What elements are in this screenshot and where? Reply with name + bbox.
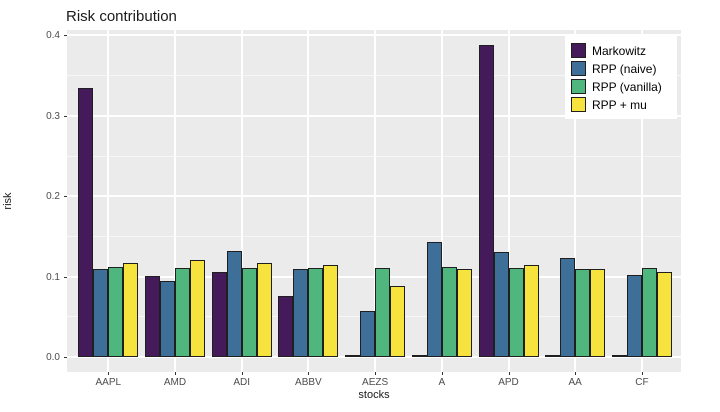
bar-APD-rpp-naive- xyxy=(493,251,509,357)
bar-ADI-rpp-mu xyxy=(256,262,272,357)
x-tick-label-adi: ADI xyxy=(233,377,251,388)
x-tick-label-aa: AA xyxy=(568,377,582,388)
legend: Markowitz RPP (naive) RPP (vanilla) RPP + m… xyxy=(565,36,677,119)
legend-label: RPP + mu xyxy=(592,97,647,112)
gridline-category xyxy=(507,30,510,372)
x-axis-title: stocks xyxy=(358,389,390,401)
bar-AMD-markowitz xyxy=(145,275,160,357)
y-tick-mark xyxy=(64,276,67,278)
bar-ADI-rpp-vanilla- xyxy=(241,267,257,357)
bar-ABBV-rpp-naive- xyxy=(293,269,309,357)
y-tick-label: 0.1 xyxy=(46,271,60,283)
legend-key-rpp-naive- xyxy=(571,61,586,76)
gridline-category xyxy=(374,30,377,372)
bar-A-rpp-vanilla- xyxy=(441,266,457,357)
bar-AA-rpp-vanilla- xyxy=(575,268,591,357)
bar-AEZS-markowitz xyxy=(345,355,361,357)
gridline-category xyxy=(174,30,176,372)
legend-key-rpp-vanilla- xyxy=(571,79,586,94)
y-axis-title: risk xyxy=(2,192,14,210)
bar-A-rpp-mu xyxy=(456,268,472,357)
gridline-minor xyxy=(67,155,681,157)
legend-item: Markowitz xyxy=(571,42,671,59)
y-tick-label: 0.4 xyxy=(46,30,60,42)
bar-AAPL-rpp-mu xyxy=(123,262,139,357)
legend-item: RPP (naive) xyxy=(571,60,671,77)
gridline-category xyxy=(574,30,577,372)
bar-AMD-rpp-vanilla- xyxy=(175,267,190,357)
legend-label: RPP (vanilla) xyxy=(592,79,662,94)
legend-key-markowitz xyxy=(571,43,586,58)
x-tick-label-cf: CF xyxy=(635,377,649,388)
bar-AA-rpp-mu xyxy=(590,268,606,357)
x-tick-mark xyxy=(575,372,577,375)
bar-CF-rpp-vanilla- xyxy=(641,267,657,357)
bar-AEZS-rpp-vanilla- xyxy=(375,267,391,357)
bar-ADI-rpp-naive- xyxy=(226,250,242,357)
y-tick-label: 0.0 xyxy=(46,352,60,363)
x-tick-mark xyxy=(441,372,443,375)
bar-CF-rpp-naive- xyxy=(626,274,642,357)
gridline-major xyxy=(67,114,681,117)
x-tick-mark xyxy=(241,372,243,375)
bar-AAPL-rpp-naive- xyxy=(93,269,109,357)
gridline-category xyxy=(307,30,310,372)
gridline-major xyxy=(67,275,681,278)
y-tick-mark xyxy=(64,115,67,117)
bar-AMD-rpp-mu xyxy=(190,259,205,357)
legend-item: RPP (vanilla) xyxy=(571,78,671,95)
bar-A-markowitz xyxy=(411,355,427,357)
x-tick-label-aezs: AEZS xyxy=(362,377,389,388)
bar-APD-rpp-mu xyxy=(523,264,539,357)
y-tick-label: 0.2 xyxy=(46,191,60,203)
bar-A-rpp-naive- xyxy=(426,242,442,357)
legend-label: Markowitz xyxy=(592,43,647,58)
bar-AEZS-rpp-naive- xyxy=(360,311,376,357)
chart-title: Risk contribution xyxy=(66,8,177,25)
x-tick-mark xyxy=(175,372,176,375)
gridline-category xyxy=(640,30,643,372)
x-tick-mark xyxy=(508,372,510,375)
gridline-major xyxy=(67,34,681,37)
bar-APD-markowitz xyxy=(478,45,494,357)
x-tick-mark xyxy=(108,372,110,375)
bar-ABBV-rpp-vanilla- xyxy=(308,267,324,357)
gridline-minor xyxy=(67,75,681,77)
y-tick-mark xyxy=(64,357,67,358)
legend-item: RPP + mu xyxy=(571,96,671,113)
bar-ABBV-markowitz xyxy=(278,295,294,357)
legend-label: RPP (naive) xyxy=(592,61,657,76)
bar-AMD-rpp-naive- xyxy=(160,280,175,357)
gridline-minor xyxy=(67,235,681,237)
x-tick-label-a: A xyxy=(438,377,446,388)
x-tick-mark xyxy=(375,372,377,375)
x-tick-label-amd: AMD xyxy=(163,377,187,388)
gridline-category xyxy=(107,30,110,372)
bar-AAPL-rpp-vanilla- xyxy=(108,266,124,357)
x-tick-mark xyxy=(641,372,643,375)
gridline-major xyxy=(67,195,681,198)
gridline-category xyxy=(440,30,443,372)
y-tick-label: 0.3 xyxy=(46,110,60,122)
x-tick-label-aapl: AAPL xyxy=(95,377,122,388)
y-tick-mark xyxy=(64,35,67,37)
bar-APD-rpp-vanilla- xyxy=(508,267,524,357)
y-tick-mark xyxy=(64,196,67,198)
bar-CF-rpp-mu xyxy=(656,271,672,357)
bar-AA-rpp-naive- xyxy=(560,258,576,357)
x-tick-label-abbv: ABBV xyxy=(295,377,322,388)
bar-ABBV-rpp-mu xyxy=(323,264,339,357)
bar-AAPL-markowitz xyxy=(78,88,94,357)
x-tick-mark xyxy=(308,372,310,375)
bar-AA-markowitz xyxy=(545,355,561,357)
legend-key-rpp-mu xyxy=(571,97,586,112)
bar-ADI-markowitz xyxy=(211,271,227,357)
bar-AEZS-rpp-mu xyxy=(390,286,406,357)
gridline-major xyxy=(67,356,681,358)
bar-CF-markowitz xyxy=(611,355,627,357)
gridline-category xyxy=(240,30,243,372)
x-tick-label-apd: APD xyxy=(498,377,519,388)
